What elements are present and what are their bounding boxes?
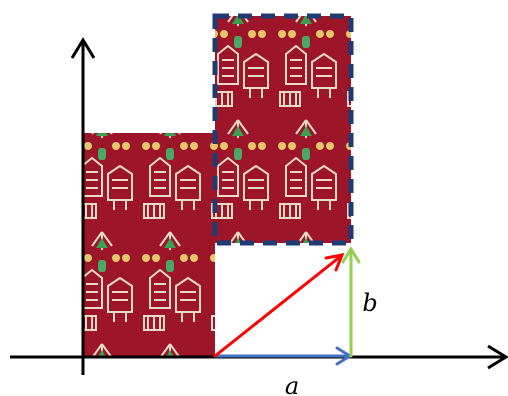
pattern-image xyxy=(215,16,351,243)
label-b: b xyxy=(362,289,377,317)
diagram: a b xyxy=(0,0,508,396)
pattern-image xyxy=(83,133,215,357)
vector-sum xyxy=(215,256,341,356)
label-a: a xyxy=(285,372,299,396)
